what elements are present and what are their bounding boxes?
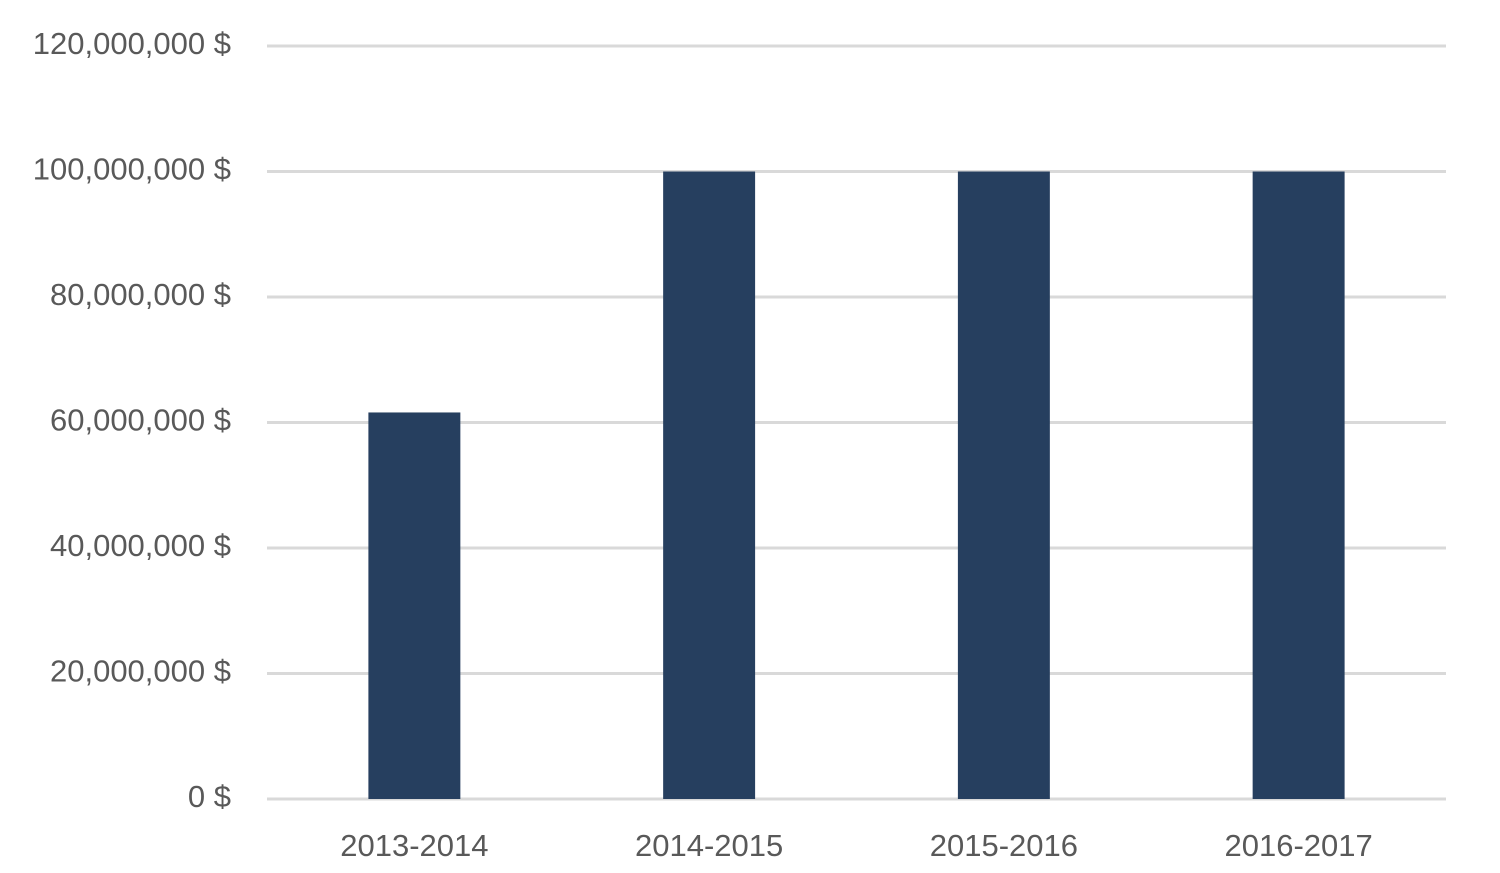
y-tick-label: 20,000,000 $ xyxy=(50,654,231,689)
y-tick-label: 80,000,000 $ xyxy=(50,277,231,312)
bar xyxy=(1252,171,1345,799)
bar xyxy=(368,412,461,799)
bar xyxy=(663,171,756,799)
y-tick-label: 120,000,000 $ xyxy=(33,26,231,61)
y-tick-label: 0 $ xyxy=(188,779,231,814)
x-tick-label: 2015-2016 xyxy=(930,828,1078,863)
y-tick-label: 60,000,000 $ xyxy=(50,403,231,438)
y-tick-label: 40,000,000 $ xyxy=(50,528,231,563)
bar xyxy=(957,171,1050,799)
x-tick-label: 2013-2014 xyxy=(340,828,488,863)
x-tick-label: 2014-2015 xyxy=(635,828,783,863)
y-tick-label: 100,000,000 $ xyxy=(33,152,231,187)
x-tick-label: 2016-2017 xyxy=(1225,828,1373,863)
